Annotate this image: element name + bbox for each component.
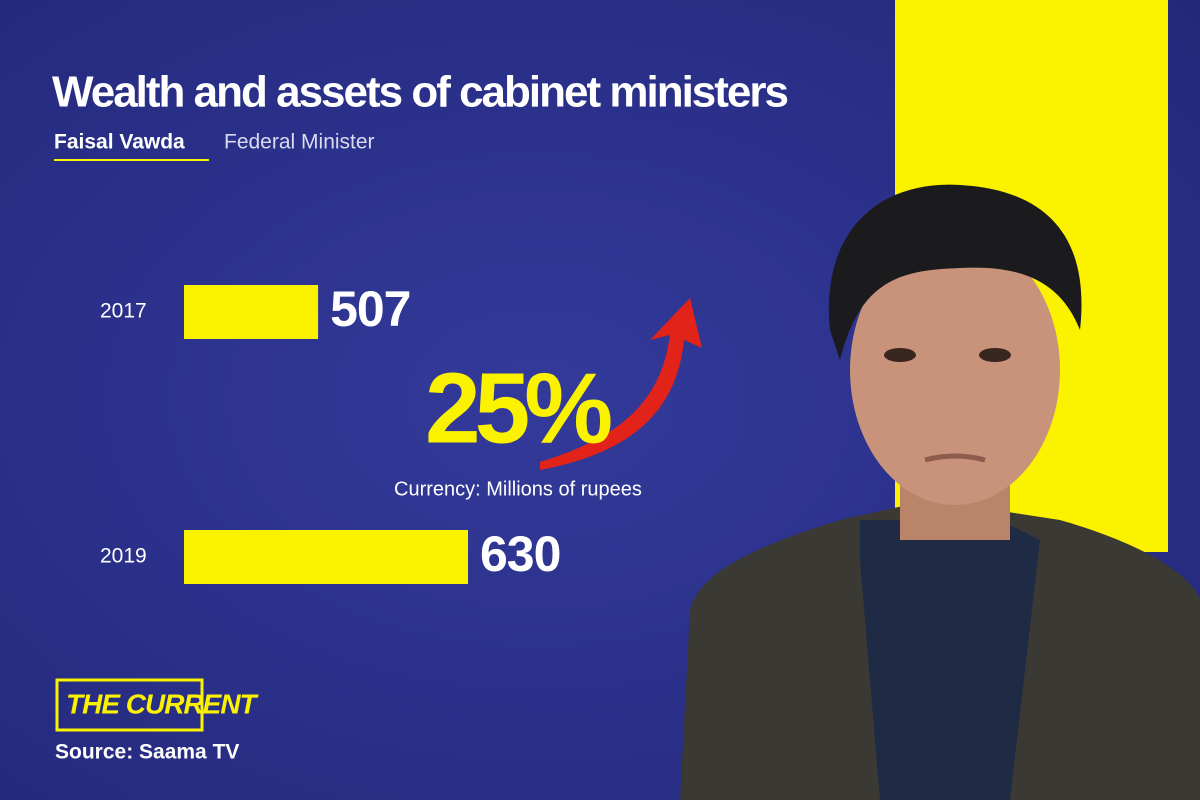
- category-label: 2019: [100, 545, 147, 568]
- bar: [184, 285, 319, 339]
- value-label: 630: [480, 526, 560, 582]
- person-role: Federal Minister: [224, 131, 375, 154]
- category-label: 2017: [100, 300, 147, 323]
- portrait: [680, 184, 1200, 800]
- bar: [184, 530, 468, 584]
- value-label: 507: [330, 281, 410, 337]
- growth-arrow: [540, 298, 702, 470]
- growth-annotation: 25%: [425, 352, 611, 464]
- source: Source: Saama TV: [55, 741, 239, 764]
- logo-text: THE CURRENT: [66, 688, 260, 719]
- chart-title: Wealth and assets of cabinet ministers: [52, 68, 788, 117]
- unit-note: Currency: Millions of rupees: [394, 478, 642, 500]
- person-name: Faisal Vawda: [54, 131, 185, 154]
- logo: THE CURRENT: [55, 678, 261, 732]
